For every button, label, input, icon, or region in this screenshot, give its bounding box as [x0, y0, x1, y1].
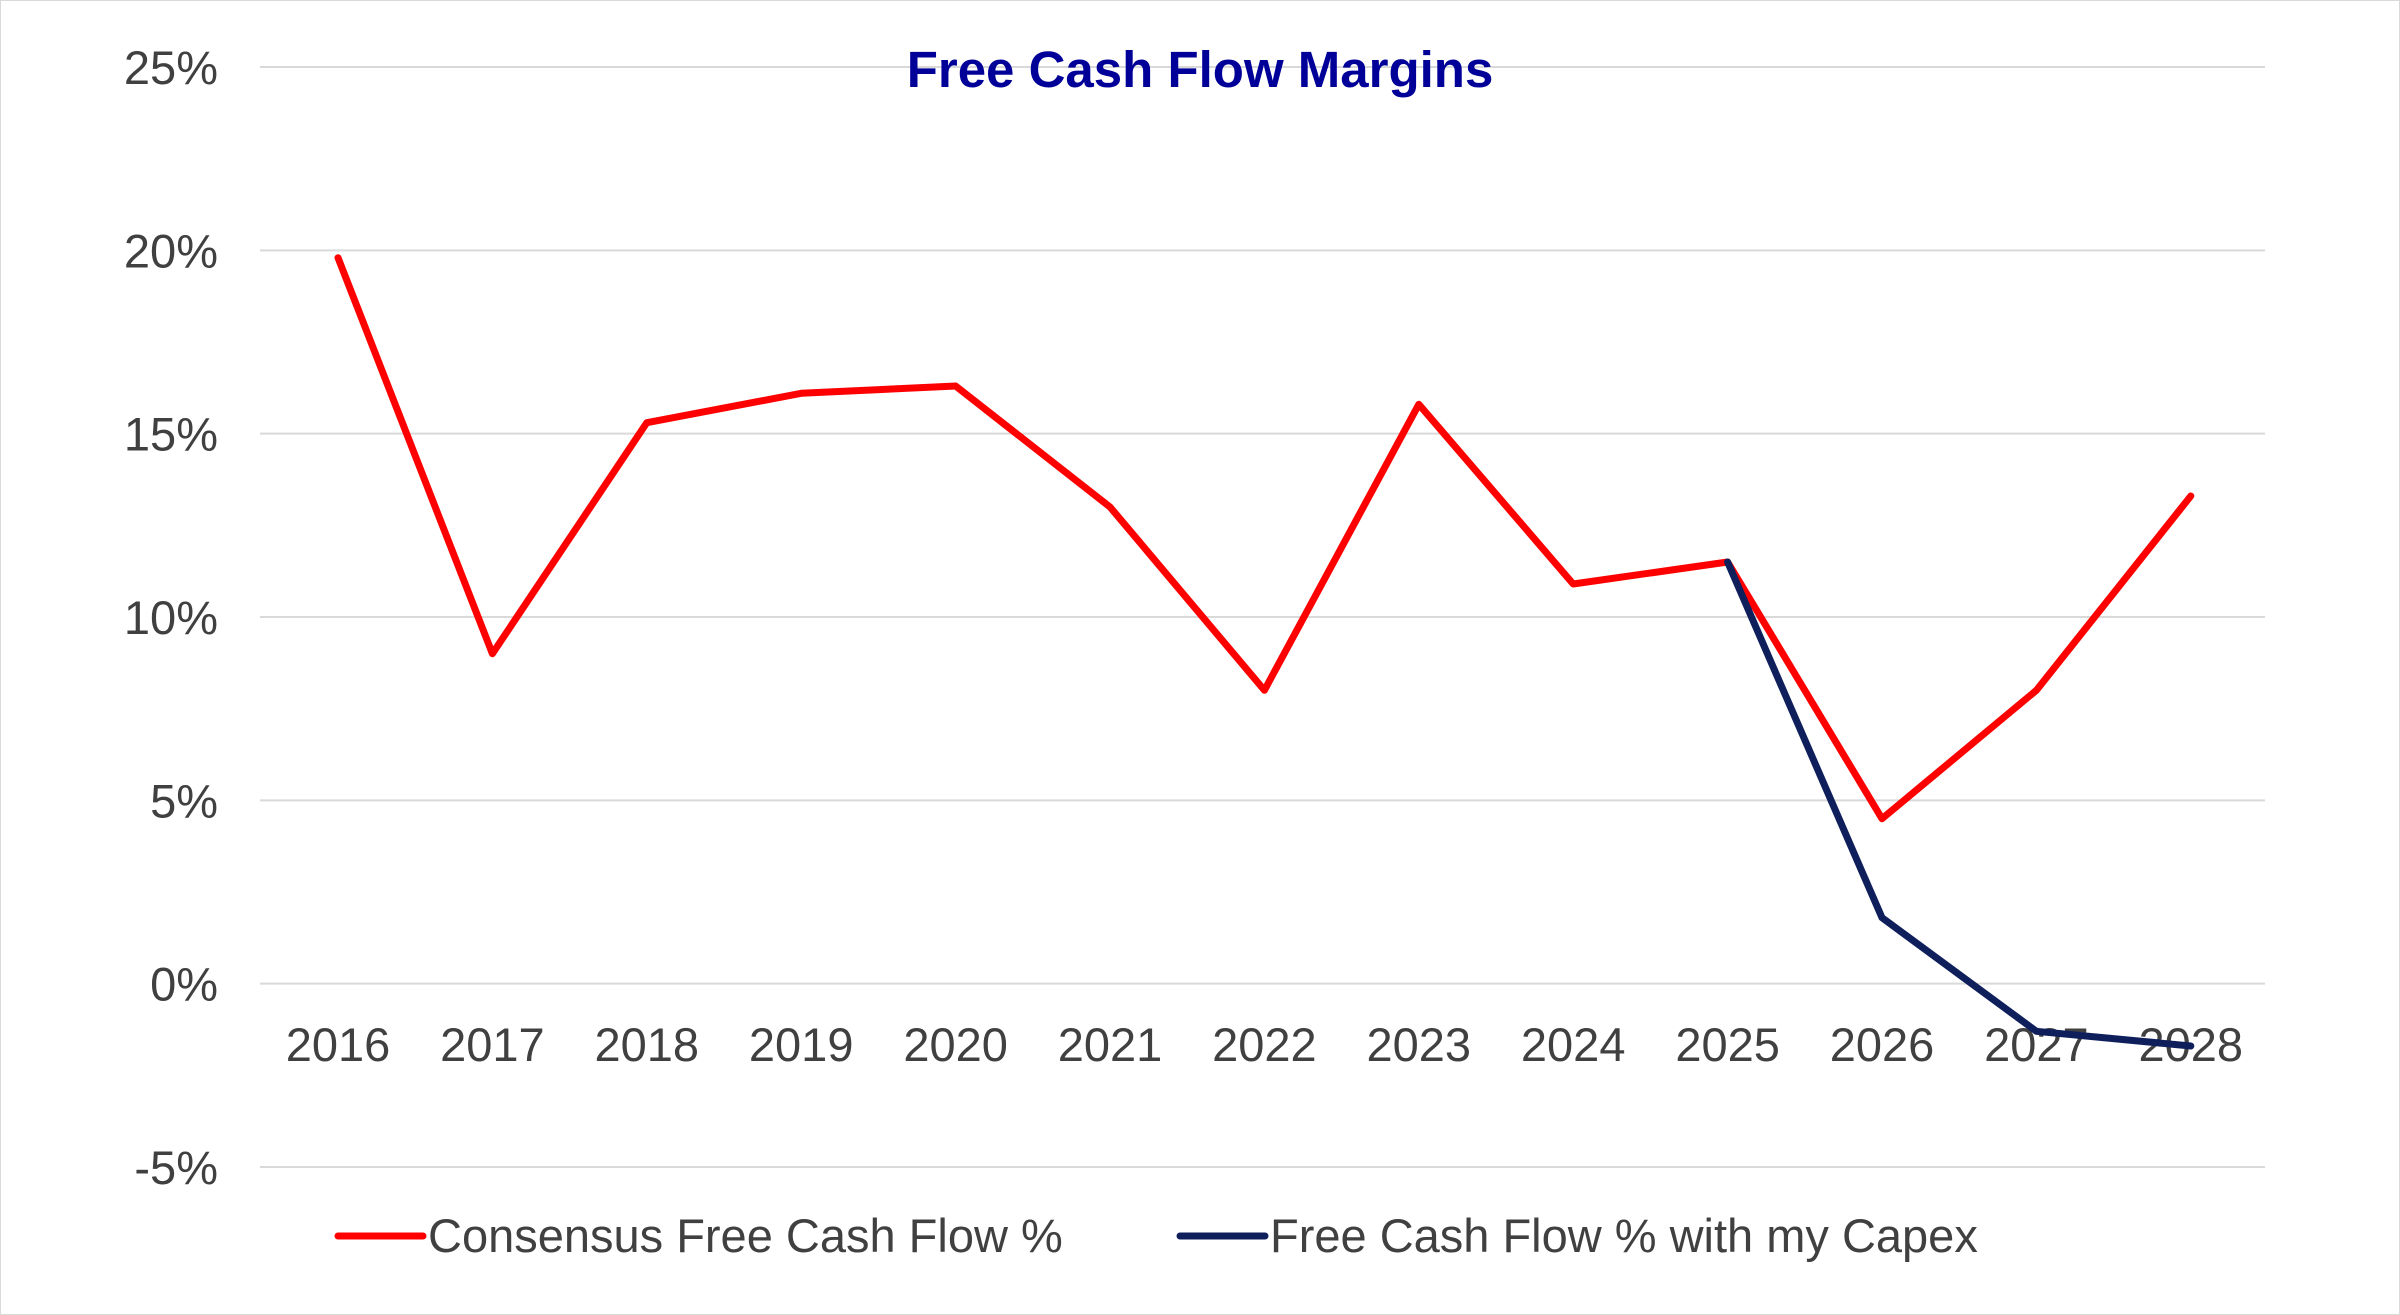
y-tick-label: 5%	[150, 774, 218, 827]
y-tick-label: 15%	[124, 408, 218, 461]
chart-title: Free Cash Flow Margins	[907, 41, 1494, 98]
y-tick-label: 10%	[124, 591, 218, 644]
y-tick-label: 25%	[124, 41, 218, 94]
x-tick-label: 2024	[1521, 1018, 1626, 1071]
data-point	[1572, 583, 1575, 585]
data-point	[337, 256, 339, 259]
y-tick-label: 0%	[150, 958, 218, 1011]
x-axis-tick-labels: 2016 2017 2018 2019 2020 2021 2022 2023 2024 2025…	[286, 1018, 2243, 1071]
data-point	[1881, 916, 1883, 919]
x-tick-label: 2017	[440, 1018, 545, 1071]
y-tick-label: 20%	[124, 224, 218, 277]
x-tick-label: 2025	[1675, 1018, 1780, 1071]
x-tick-label: 2026	[1830, 1018, 1935, 1071]
x-tick-label: 2021	[1058, 1018, 1163, 1071]
data-point	[2035, 689, 2038, 692]
x-tick-label: 2027	[1984, 1018, 2089, 1071]
x-tick-label: 2018	[595, 1018, 700, 1071]
legend-label: Consensus Free Cash Flow %	[428, 1209, 1063, 1262]
x-tick-label: 2019	[749, 1018, 854, 1071]
data-point	[1726, 561, 1729, 563]
y-axis-tick-labels: -5% 0% 5% 10% 15% 20% 25%	[124, 41, 218, 1194]
series-lines	[334, 254, 2195, 1050]
data-point	[800, 392, 803, 395]
legend: Consensus Free Cash Flow % Free Cash Flow…	[334, 1209, 1978, 1262]
legend-label: Free Cash Flow % with my Capex	[1270, 1209, 1978, 1262]
data-point	[1109, 506, 1111, 508]
x-tick-label: 2023	[1367, 1018, 1472, 1071]
data-point	[491, 652, 494, 655]
legend-item-1: Consensus Free Cash Flow %	[334, 1209, 1063, 1262]
series-line-2	[1724, 558, 2195, 1050]
data-point	[2189, 495, 2192, 497]
data-point	[1417, 403, 1420, 406]
data-point	[2035, 1030, 2038, 1033]
x-tick-label: 2016	[286, 1018, 391, 1071]
x-tick-label: 2020	[903, 1018, 1008, 1071]
data-point	[645, 421, 648, 424]
series-line-1	[334, 254, 2195, 823]
legend-item-2: Free Cash Flow % with my Capex	[1176, 1209, 1978, 1262]
data-point	[1881, 817, 1883, 820]
x-tick-label: 2022	[1212, 1018, 1317, 1071]
gridlines	[260, 66, 2265, 1168]
data-point	[1263, 689, 1266, 692]
data-point	[2189, 1045, 2192, 1047]
data-point	[954, 385, 957, 387]
y-tick-label: -5%	[134, 1141, 218, 1194]
